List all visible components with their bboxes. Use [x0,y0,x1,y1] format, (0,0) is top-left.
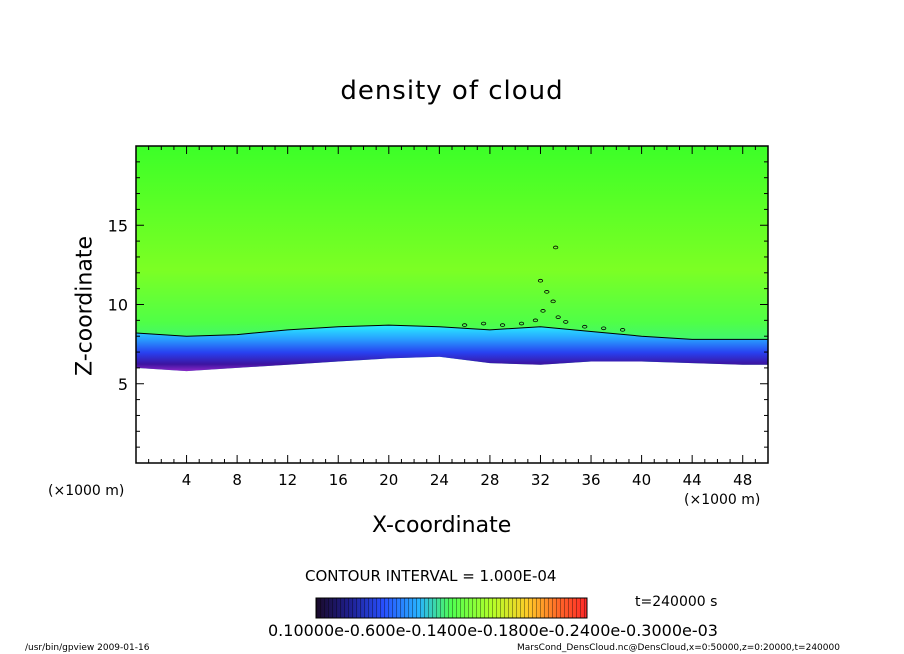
x-tick-label: 16 [329,471,348,489]
contour-speckle [620,328,626,332]
cloud-base-band [136,325,768,372]
y-tick-label: 15 [108,216,128,235]
x-tick-label: 28 [480,471,499,489]
x-tick-label: 36 [581,471,600,489]
footer-left: /usr/bin/gpview 2009-01-16 [25,643,150,653]
x-tick-label: 32 [531,471,550,489]
contour-speckle [582,324,588,329]
contour-speckle [544,290,550,294]
contour-speckle [480,321,487,326]
y-tick-label: 10 [108,296,128,315]
contour-speckle [518,321,525,326]
x-tick-label: 40 [632,471,651,489]
time-label: t=240000 s [635,594,718,610]
contour-speckle [499,323,506,327]
contour-speckle [532,318,539,323]
contour-line [136,324,768,340]
x-axis: 4 8 12 16 20 24 28 32 36 40 44 48 [148,146,756,489]
x-tick-label: 48 [733,471,752,489]
x-tick-label: 44 [683,471,702,489]
contour-speckle [462,323,468,327]
colorbar-frame [315,597,588,619]
contour-speckle [563,320,569,324]
contour-interval-label: CONTOUR INTERVAL = 1.000E-04 [305,567,557,585]
contour-speckle [537,278,544,283]
contour-speckle [555,315,561,319]
y-tick-label: 5 [118,375,128,394]
contour-speckle [540,309,546,313]
chart-title: density of cloud [340,76,564,106]
y-axis: 5 10 15 [108,161,768,448]
contour-speckle [550,299,556,304]
contour-speckle [553,245,559,250]
cloud-density-field [136,146,768,372]
x-tick-label: 8 [232,471,242,489]
contour-speckles [462,245,626,332]
footer-right: MarsCond_DensCloud.nc@DensCloud,x=0:5000… [517,643,840,653]
contour-speckle [601,326,607,331]
x-axis-label: X-coordinate [372,513,512,538]
x-tick-label: 12 [278,471,297,489]
x-tick-label: 4 [182,471,192,489]
x-tick-label: 24 [430,471,449,489]
x-unit-label-right: (×1000 m) [684,492,761,508]
x-unit-label-left: (×1000 m) [48,483,125,499]
colorbar-stripes [316,598,587,618]
colorbar-tick-labels: 0.10000e-0.600e-0.1400e-0.1800e-0.2400e-… [268,621,718,640]
x-tick-label: 20 [379,471,398,489]
y-axis-label: Z-coordinate [72,236,98,376]
